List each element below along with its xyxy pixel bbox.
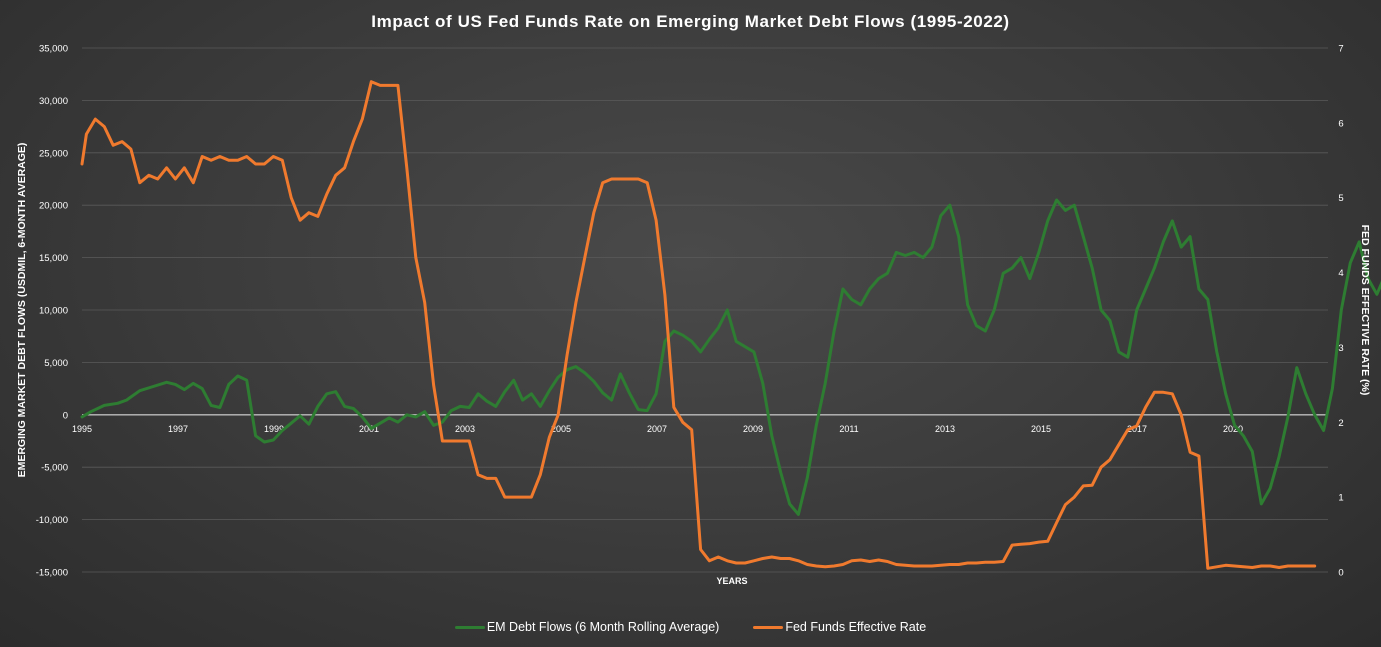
y-left-tick-label: -5,000 (41, 463, 68, 474)
legend-label-fed-rate: Fed Funds Effective Rate (785, 620, 927, 634)
y-left-tick-label: -15,000 (36, 568, 68, 579)
x-tick-label: 2009 (743, 424, 763, 434)
y-axis-left-ticks: 35,000 30,000 25,000 20,000 15,000 10,000 5,00… (36, 44, 68, 579)
x-tick-label: 2015 (1031, 424, 1051, 434)
y-right-tick-label: 2 (1338, 418, 1343, 429)
y-left-tick-label: 5,000 (44, 358, 68, 369)
y-right-tick-label: 3 (1338, 343, 1343, 354)
legend-item-fed-rate[interactable]: Fed Funds Effective Rate (753, 620, 926, 634)
y-left-tick-label: 30,000 (39, 96, 68, 107)
y-left-tick-label: 35,000 (39, 44, 68, 55)
x-tick-label: 2020 (1223, 424, 1243, 434)
y-left-tick-label: 15,000 (39, 253, 68, 264)
y-right-tick-label: 0 (1338, 568, 1343, 579)
x-tick-label: 1997 (168, 424, 188, 434)
gridlines (82, 47, 1328, 573)
y-right-tick-label: 7 (1338, 44, 1343, 55)
legend-swatch-fed-rate (753, 625, 784, 629)
y-left-tick-label: 10,000 (39, 306, 68, 317)
y-right-tick-label: 5 (1338, 193, 1343, 204)
chart-title: Impact of US Fed Funds Rate on Emerging … (371, 12, 1010, 31)
series-lines (80, 80, 1381, 570)
x-tick-label: 1999 (264, 424, 284, 434)
legend-label-em-debt: EM Debt Flows (6 Month Rolling Average) (486, 620, 720, 634)
y-left-tick-label: -10,000 (36, 515, 68, 526)
series-line-fed-rate (80, 80, 1317, 570)
x-axis-ticks: 1995 1997 1999 2001 2003 2005 2007 2009 2011 2013… (72, 424, 1243, 434)
legend: EM Debt Flows (6 Month Rolling Average) … (0, 620, 1381, 634)
y-right-tick-label: 1 (1338, 493, 1343, 504)
y-right-tick-label: 4 (1338, 268, 1343, 279)
x-tick-label: 2017 (1127, 424, 1147, 434)
y-axis-right-ticks: 7 6 5 4 3 2 1 0 (1338, 44, 1343, 579)
x-axis-label: YEARS (716, 576, 747, 586)
x-tick-label: 1995 (72, 424, 92, 434)
series-line-em-debt (80, 198, 1381, 516)
y-left-tick-label: 25,000 (39, 148, 68, 159)
y-axis-label-right: FED FUNDS EFFECTIVE RATE (%) (1359, 225, 1371, 396)
x-tick-label: 2005 (551, 424, 571, 434)
x-tick-label: 2011 (839, 424, 858, 434)
legend-swatch-em-debt (454, 625, 485, 629)
x-tick-label: 2003 (455, 424, 475, 434)
y-left-tick-label: 0 (63, 410, 68, 421)
x-tick-label: 2013 (935, 424, 955, 434)
x-tick-label: 2001 (359, 424, 379, 434)
y-left-tick-label: 20,000 (39, 201, 68, 212)
y-right-tick-label: 6 (1338, 118, 1343, 129)
legend-item-em-debt[interactable]: EM Debt Flows (6 Month Rolling Average) (454, 620, 720, 634)
x-tick-label: 2007 (647, 424, 667, 434)
y-axis-label-left: EMERGING MARKET DEBT FLOWS (USDMIL, 6-MO… (16, 143, 28, 478)
